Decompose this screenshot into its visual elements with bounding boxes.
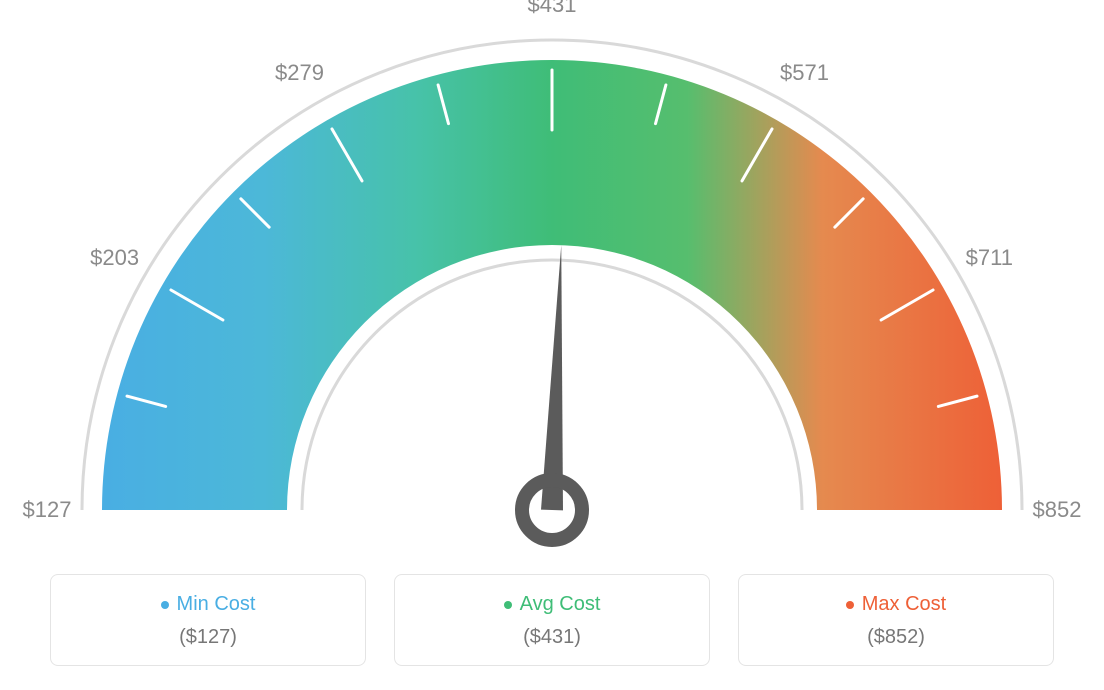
legend-value-avg: ($431): [405, 626, 699, 649]
legend-card-avg: Avg Cost ($431): [394, 574, 710, 666]
legend-label-min: Min Cost: [177, 593, 256, 616]
legend-value-min: ($127): [61, 626, 355, 649]
legend-row: Min Cost ($127) Avg Cost ($431) Max Cost…: [50, 574, 1054, 666]
legend-dot-max: [846, 601, 854, 609]
legend-title-max: Max Cost: [846, 593, 946, 616]
legend-label-avg: Avg Cost: [520, 593, 601, 616]
gauge-tick-label: $431: [528, 0, 577, 18]
legend-title-min: Min Cost: [161, 593, 256, 616]
gauge-tick-label: $852: [1033, 497, 1082, 523]
gauge-tick-label: $279: [275, 60, 324, 86]
gauge-tick-label: $571: [780, 60, 829, 86]
legend-title-avg: Avg Cost: [504, 593, 601, 616]
legend-value-max: ($852): [749, 626, 1043, 649]
gauge-chart: $127 $203 $279 $431 $571 $711 $852: [0, 0, 1104, 560]
gauge-tick-label: $203: [90, 245, 139, 271]
legend-card-min: Min Cost ($127): [50, 574, 366, 666]
gauge-tick-label: $711: [966, 245, 1013, 271]
legend-label-max: Max Cost: [862, 593, 946, 616]
gauge-tick-label: $127: [23, 497, 72, 523]
legend-card-max: Max Cost ($852): [738, 574, 1054, 666]
legend-dot-avg: [504, 601, 512, 609]
gauge-svg: [0, 0, 1104, 560]
legend-dot-min: [161, 601, 169, 609]
